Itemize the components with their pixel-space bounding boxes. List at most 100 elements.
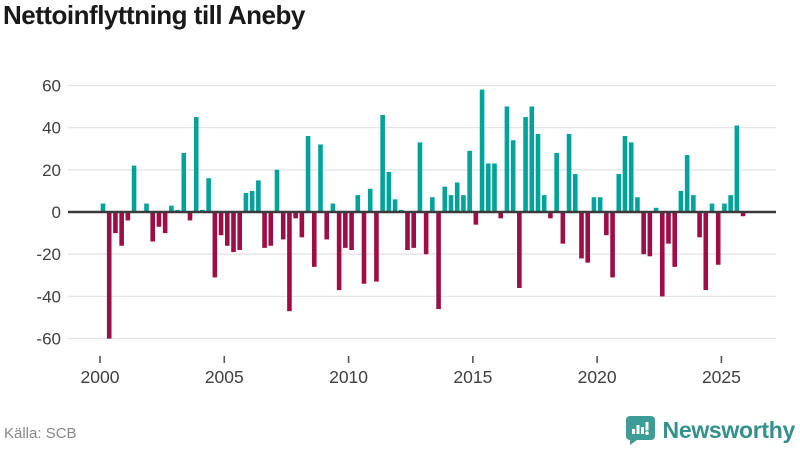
bar bbox=[541, 195, 547, 212]
bar bbox=[125, 212, 131, 221]
bar bbox=[591, 197, 597, 212]
bar bbox=[697, 212, 702, 238]
bar bbox=[498, 212, 504, 219]
bar bbox=[274, 169, 280, 212]
bar bbox=[461, 195, 466, 212]
bar bbox=[144, 203, 149, 212]
bar bbox=[597, 197, 603, 212]
bar bbox=[454, 182, 460, 212]
y-tick-label: -20 bbox=[36, 245, 61, 264]
bar bbox=[703, 212, 709, 291]
newsworthy-logo[interactable]: Newsworthy bbox=[625, 415, 795, 445]
bar bbox=[579, 212, 584, 259]
bar bbox=[616, 174, 622, 212]
x-tick-label: 2025 bbox=[702, 367, 741, 387]
bar bbox=[367, 188, 373, 212]
bar bbox=[678, 190, 684, 212]
bar bbox=[411, 212, 417, 248]
bar bbox=[529, 106, 535, 212]
bar bbox=[212, 212, 218, 278]
bar bbox=[492, 163, 497, 212]
y-tick-label: 60 bbox=[42, 76, 61, 95]
bar bbox=[119, 212, 124, 246]
bar bbox=[479, 89, 485, 212]
bar bbox=[193, 117, 199, 212]
bar bbox=[647, 212, 653, 257]
bar bbox=[448, 195, 454, 212]
bar bbox=[181, 152, 187, 212]
bar bbox=[666, 212, 671, 244]
bar bbox=[523, 117, 528, 212]
bar bbox=[554, 152, 559, 212]
bar bbox=[256, 180, 261, 212]
bar bbox=[442, 186, 448, 212]
bar bbox=[374, 212, 379, 282]
chart-title: Nettoinflyttning till Aneby bbox=[3, 0, 305, 30]
bar bbox=[280, 212, 286, 240]
bar bbox=[473, 212, 479, 225]
bar bbox=[392, 199, 398, 212]
bar bbox=[169, 205, 174, 212]
bar bbox=[535, 133, 541, 212]
bar bbox=[728, 195, 733, 212]
y-tick-label: 20 bbox=[42, 161, 61, 180]
bar bbox=[324, 212, 330, 240]
bar bbox=[349, 212, 354, 250]
bar bbox=[467, 150, 472, 212]
x-tick-label: 2020 bbox=[578, 367, 617, 387]
bar bbox=[684, 155, 690, 212]
bar bbox=[560, 212, 566, 244]
source-label: Källa: SCB bbox=[4, 425, 77, 442]
bar bbox=[641, 212, 646, 255]
bar bbox=[510, 140, 516, 212]
bar bbox=[734, 125, 740, 212]
bar bbox=[262, 212, 267, 248]
bar bbox=[423, 212, 429, 255]
bar bbox=[722, 203, 727, 212]
bar bbox=[715, 212, 721, 265]
bar bbox=[604, 212, 609, 236]
brand-name: Newsworthy bbox=[662, 416, 796, 443]
x-tick-label: 2015 bbox=[453, 367, 492, 387]
bar bbox=[237, 212, 243, 250]
bar bbox=[106, 212, 112, 339]
bar bbox=[355, 195, 361, 212]
bar bbox=[187, 212, 193, 221]
bar bbox=[622, 136, 628, 212]
bar bbox=[311, 212, 317, 267]
bar bbox=[268, 212, 274, 246]
bar bbox=[156, 212, 162, 227]
bar bbox=[299, 212, 305, 238]
bar bbox=[218, 212, 224, 236]
bar bbox=[628, 142, 634, 212]
bar bbox=[386, 171, 392, 212]
bar bbox=[380, 114, 385, 212]
bar bbox=[318, 144, 323, 212]
y-tick-label: 0 bbox=[52, 203, 61, 222]
bar bbox=[610, 212, 615, 278]
bar bbox=[436, 212, 441, 310]
bar bbox=[572, 174, 578, 212]
bar bbox=[249, 190, 255, 212]
bar bbox=[659, 212, 665, 297]
bar bbox=[113, 212, 118, 234]
bar bbox=[305, 136, 311, 212]
x-tick-label: 2000 bbox=[81, 367, 120, 387]
bar bbox=[405, 212, 410, 250]
bar bbox=[635, 197, 640, 212]
y-tick-label: -40 bbox=[36, 287, 61, 306]
bar bbox=[330, 203, 336, 212]
bar bbox=[417, 142, 423, 212]
bar bbox=[287, 212, 292, 312]
bar bbox=[162, 212, 168, 234]
bar bbox=[585, 212, 591, 263]
bar bbox=[504, 106, 510, 212]
bar bbox=[293, 212, 298, 219]
bar bbox=[361, 212, 367, 284]
bar bbox=[709, 203, 715, 212]
bar bbox=[131, 165, 137, 212]
newsworthy-icon bbox=[625, 416, 655, 445]
bar bbox=[672, 212, 678, 267]
bar bbox=[740, 212, 746, 217]
